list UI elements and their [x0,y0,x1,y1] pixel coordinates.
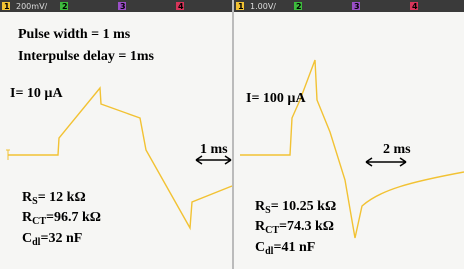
value: = 10.25 kΩ [271,199,336,214]
channel-label: 2 [62,2,68,11]
parameter: Cdl=32 nF [22,231,82,248]
current-label: I= 100 µA [246,91,306,106]
time-label: 2 ms [383,142,411,157]
channel-label: 1 [238,2,244,11]
value: =96.7 kΩ [46,210,101,225]
value: =41 nF [273,240,315,255]
parameter: RS= 12 kΩ [22,190,86,207]
channel-label: 4 [178,2,184,11]
channel-label: 1 [4,2,10,11]
subscript: CT [32,216,46,227]
annotation: Pulse width = 1 ms [18,27,131,42]
subscript: dl [265,246,274,257]
scale-label: 200mV/ [16,2,48,11]
parameter: Cdl=41 nF [255,240,315,257]
channel-label: 4 [412,2,418,11]
value: =74.3 kΩ [279,219,334,234]
annotation: Interpulse delay = 1ms [18,49,154,64]
scale-label: 1.00V/ [250,2,276,11]
current-label: I= 10 µA [10,86,63,101]
subscript: CT [265,225,279,236]
value: =32 nF [40,231,82,246]
divider [232,0,234,269]
channel-label: 2 [296,2,302,11]
time-label: 1 ms [200,142,228,157]
figure: 1 200mV/ 2 3 4 1 1.00V/ 2 3 4 Pulse widt… [0,0,464,269]
symbol: C [255,240,265,255]
value: = 12 kΩ [38,190,86,205]
channel-label: 3 [120,2,126,11]
subscript: dl [32,237,41,248]
symbol: C [22,231,32,246]
channel-label: 3 [354,2,360,11]
